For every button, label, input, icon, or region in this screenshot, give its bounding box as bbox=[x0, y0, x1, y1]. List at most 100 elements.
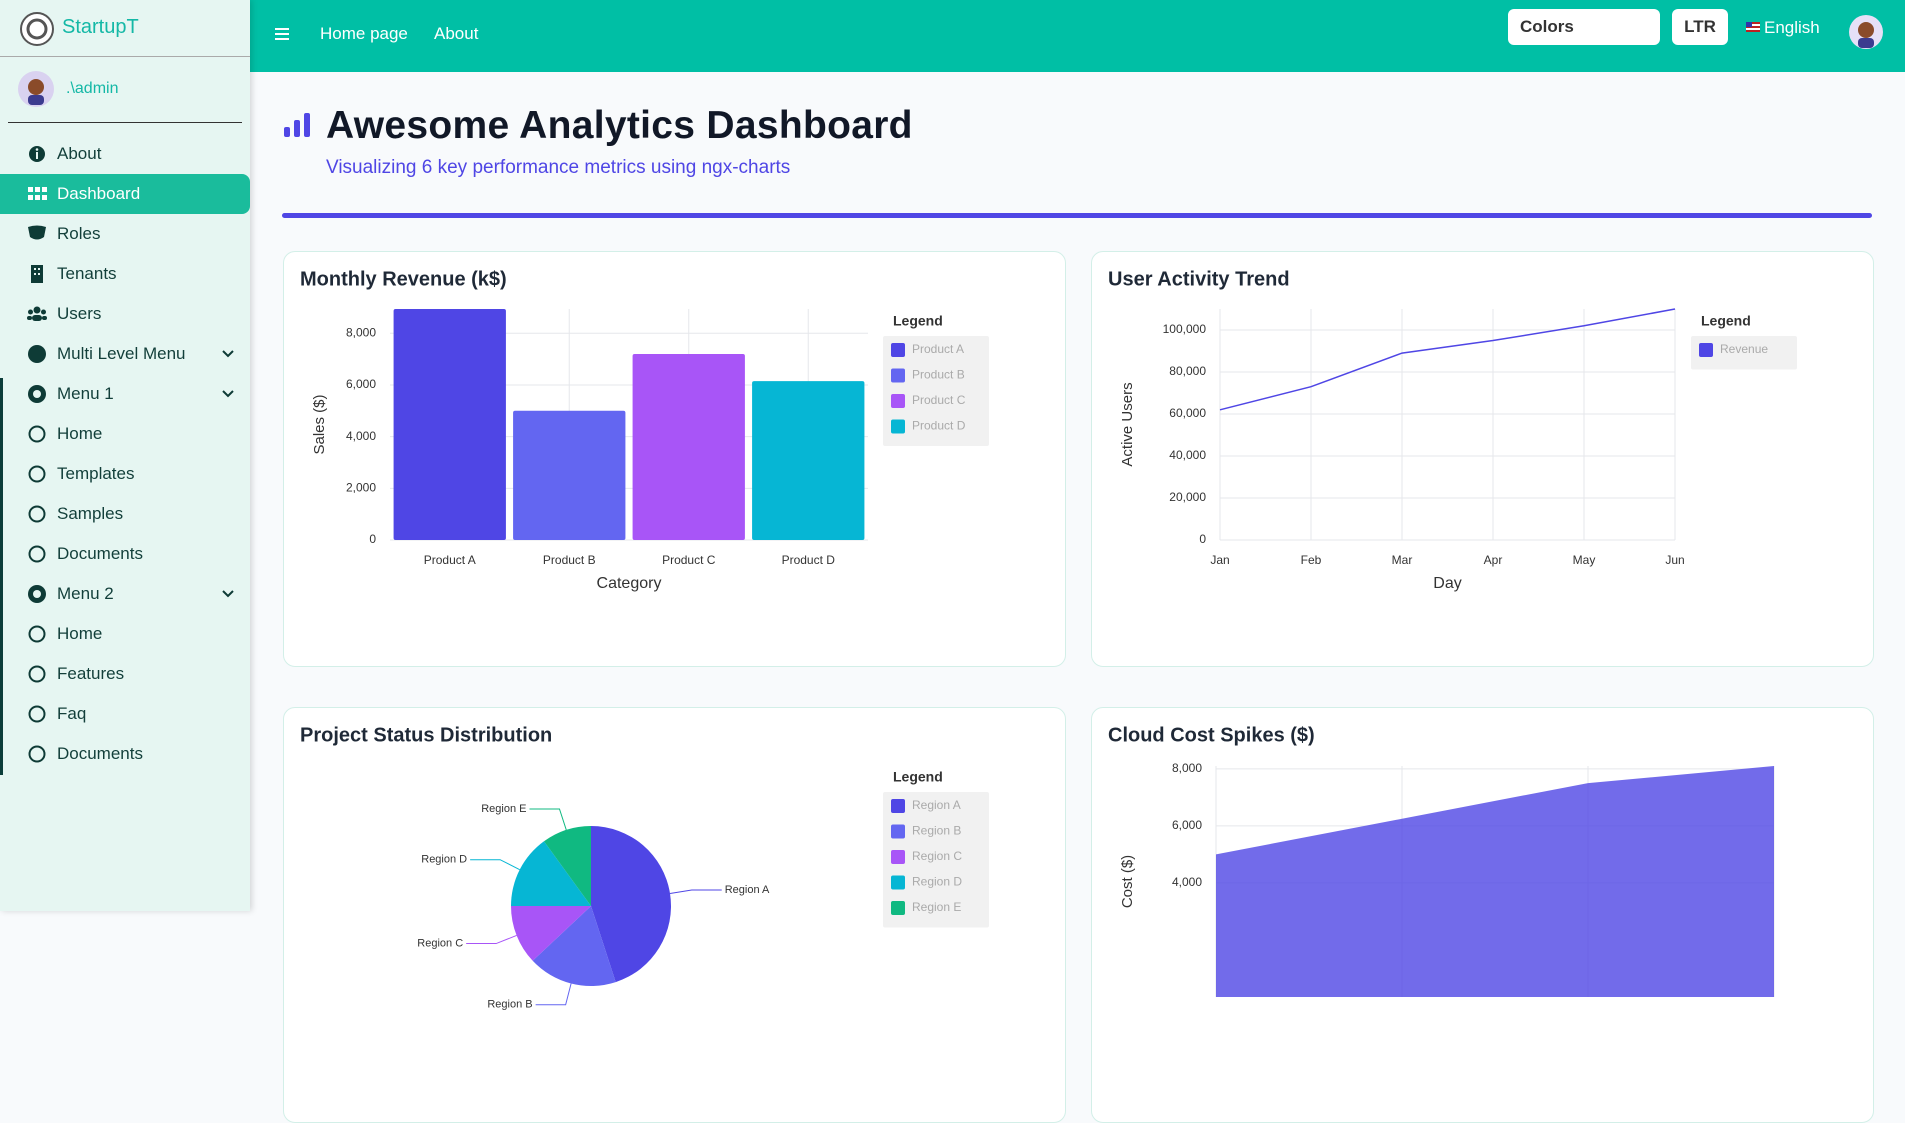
menu-item[interactable]: Home bbox=[0, 414, 250, 454]
menu-label[interactable]: Roles bbox=[57, 224, 101, 243]
logo bbox=[20, 12, 54, 46]
menu-label[interactable]: Documents bbox=[57, 744, 143, 763]
y-axis-label: Active Users bbox=[1119, 382, 1136, 466]
chart: Cloud Cost Spikes ($) 4,000 6,000 8,000 Cost… bbox=[1108, 724, 1775, 997]
pie-label: Region A bbox=[725, 884, 770, 896]
menu-icon bbox=[28, 385, 46, 403]
legend-box bbox=[883, 336, 989, 446]
menu-label[interactable]: Menu 1 bbox=[57, 384, 114, 403]
menu-label[interactable]: Faq bbox=[57, 704, 87, 723]
x-tick-label: Jan bbox=[1210, 553, 1229, 567]
chart: Monthly Revenue (k$) 0 2,000 4,000 6,000 8,00… bbox=[300, 268, 989, 592]
menu-item[interactable]: Multi Level Menu bbox=[0, 334, 250, 374]
y-tick-label: 100,000 bbox=[1163, 322, 1207, 336]
menu-icon bbox=[28, 585, 46, 603]
menu-label[interactable]: About bbox=[57, 144, 102, 163]
submenu-bar bbox=[0, 378, 3, 775]
menu-label[interactable]: Users bbox=[57, 304, 102, 323]
chevron[interactable] bbox=[221, 349, 235, 359]
menu-label[interactable]: Multi Level Menu bbox=[57, 344, 186, 363]
chart-card: Project Status Distribution Region A Regio… bbox=[283, 707, 1066, 1123]
menu-item[interactable]: About bbox=[0, 134, 250, 174]
menu-label[interactable]: Home bbox=[57, 624, 103, 643]
x-tick-label: Product D bbox=[782, 553, 836, 567]
legend-swatch bbox=[891, 824, 905, 839]
chart-title: Monthly Revenue (k$) bbox=[300, 268, 507, 290]
bar bbox=[513, 410, 626, 540]
x-tick-label: Product C bbox=[662, 553, 716, 567]
menu-label[interactable]: Templates bbox=[57, 464, 135, 483]
menu-label[interactable]: Samples bbox=[57, 504, 124, 523]
flag bbox=[1746, 22, 1760, 32]
nav-link[interactable]: Home page bbox=[320, 24, 408, 43]
y-tick-label: 0 bbox=[1199, 532, 1206, 546]
menu-item[interactable]: Menu 2 bbox=[0, 574, 250, 614]
header-icon bbox=[284, 113, 310, 137]
label-line bbox=[466, 934, 517, 945]
brand[interactable]: StartupT bbox=[62, 16, 139, 38]
menu-item[interactable]: Documents bbox=[0, 534, 250, 574]
y-tick-label: 6,000 bbox=[346, 377, 376, 391]
menu-label[interactable]: Dashboard bbox=[57, 184, 141, 203]
menu-item[interactable]: Features bbox=[0, 654, 250, 694]
menu-label[interactable]: Home bbox=[57, 424, 103, 443]
x-tick-label: Mar bbox=[1392, 553, 1413, 567]
legend-label: Product A bbox=[912, 342, 964, 356]
chart-title: Project Status Distribution bbox=[300, 724, 552, 746]
topbar: Home page About Colors LTR English bbox=[250, 0, 1905, 72]
menu-label[interactable]: Menu 2 bbox=[57, 584, 114, 603]
header-underline bbox=[282, 213, 1872, 218]
menu-item[interactable]: Users bbox=[0, 294, 250, 334]
bar bbox=[752, 381, 865, 540]
menu-icon bbox=[28, 425, 46, 443]
menu-item[interactable]: Home bbox=[0, 614, 250, 654]
legend-swatch bbox=[891, 419, 905, 434]
menu-label[interactable]: Documents bbox=[57, 544, 143, 563]
menu-item[interactable]: Samples bbox=[0, 494, 250, 534]
user-name[interactable]: .\admin bbox=[66, 80, 119, 97]
divider bbox=[0, 56, 250, 57]
y-axis-label: Cost ($) bbox=[1119, 855, 1136, 908]
pie-label: Region B bbox=[487, 999, 532, 1011]
pie-slice bbox=[543, 826, 591, 906]
chevron[interactable] bbox=[221, 589, 235, 599]
menu-item[interactable]: Documents bbox=[0, 734, 250, 774]
bar bbox=[393, 309, 506, 540]
legend-swatch bbox=[1699, 343, 1713, 357]
pie-label: Region E bbox=[481, 803, 526, 815]
menu-icon bbox=[29, 146, 45, 162]
legend-title: Legend bbox=[1701, 313, 1751, 329]
menu-toggle[interactable] bbox=[274, 26, 290, 42]
y-tick-label: 2,000 bbox=[346, 480, 376, 494]
menu-item[interactable]: Dashboard bbox=[0, 174, 250, 214]
menu-item[interactable]: Menu 1 bbox=[0, 374, 250, 414]
avatar[interactable] bbox=[1849, 15, 1883, 49]
menu-icon bbox=[28, 705, 46, 723]
x-tick-label: May bbox=[1573, 553, 1596, 567]
menu-item[interactable]: Templates bbox=[0, 454, 250, 494]
y-tick-label: 0 bbox=[369, 532, 376, 546]
menu-icon bbox=[31, 265, 43, 283]
avatar bbox=[18, 71, 54, 107]
menu-label[interactable]: Features bbox=[57, 664, 125, 683]
menu-item[interactable]: Roles bbox=[0, 214, 250, 254]
y-tick-label: 80,000 bbox=[1169, 364, 1206, 378]
y-tick-label: 4,000 bbox=[1172, 875, 1202, 889]
label-line bbox=[535, 983, 572, 1006]
menu-item[interactable]: Faq bbox=[0, 694, 250, 734]
menu-icon bbox=[28, 625, 46, 643]
legend-swatch bbox=[891, 901, 905, 915]
menu-label[interactable]: Tenants bbox=[57, 264, 117, 283]
language[interactable]: English bbox=[1764, 18, 1820, 37]
chart-title: User Activity Trend bbox=[1108, 268, 1290, 290]
chart: Project Status Distribution Region A Regio… bbox=[300, 724, 989, 1011]
chevron[interactable] bbox=[221, 389, 235, 399]
pie-label: Region C bbox=[417, 937, 463, 949]
nav-link[interactable]: About bbox=[434, 24, 479, 43]
legend-label: Region E bbox=[912, 900, 961, 914]
menu-icon bbox=[28, 187, 47, 200]
colors-select[interactable]: Colors bbox=[1508, 9, 1660, 45]
direction-toggle[interactable]: LTR bbox=[1672, 9, 1728, 45]
line bbox=[1219, 308, 1676, 411]
menu-item[interactable]: Tenants bbox=[0, 254, 250, 294]
